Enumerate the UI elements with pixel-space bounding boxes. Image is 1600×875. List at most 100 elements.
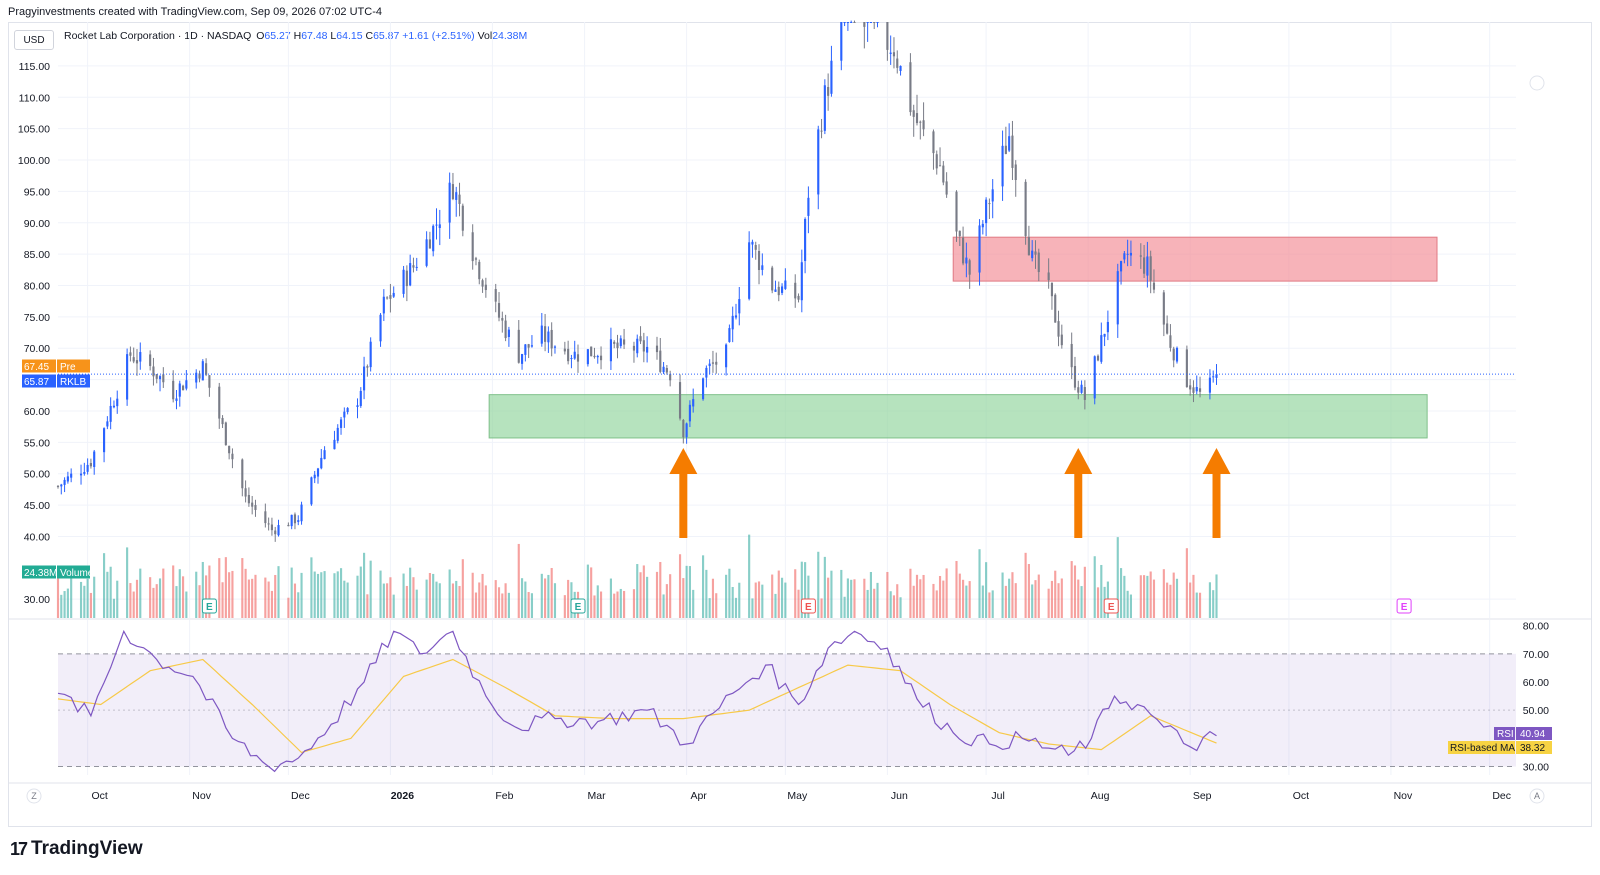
candle-body[interactable] (978, 225, 981, 273)
candle-body[interactable] (1175, 347, 1179, 362)
candle-body[interactable] (224, 422, 227, 446)
candle-body[interactable] (270, 524, 273, 531)
candle-body[interactable] (300, 504, 303, 522)
candle-body[interactable] (313, 474, 316, 479)
candle-body[interactable] (1083, 387, 1086, 400)
currency-button[interactable]: USD (14, 30, 54, 50)
candle-body[interactable] (221, 417, 224, 425)
candle-body[interactable] (455, 192, 458, 200)
candle-body[interactable] (938, 165, 942, 167)
candle-body[interactable] (293, 514, 297, 524)
candle-body[interactable] (149, 354, 152, 366)
candle-body[interactable] (106, 421, 109, 427)
candle-body[interactable] (1077, 387, 1080, 393)
candle-body[interactable] (507, 329, 510, 338)
candle-body[interactable] (320, 457, 323, 469)
candle-body[interactable] (1189, 385, 1192, 390)
candle-body[interactable] (478, 261, 481, 280)
candle-body[interactable] (1119, 261, 1123, 272)
candle-body[interactable] (481, 280, 484, 287)
candle-body[interactable] (632, 345, 636, 351)
candle-body[interactable] (827, 86, 830, 96)
candle-body[interactable] (771, 267, 774, 291)
candle-body[interactable] (613, 341, 616, 344)
candle-body[interactable] (932, 131, 935, 154)
candle-body[interactable] (458, 194, 461, 204)
candle-body[interactable] (1050, 282, 1054, 297)
candle-body[interactable] (738, 299, 741, 314)
candle-body[interactable] (70, 473, 73, 478)
candle-body[interactable] (1123, 253, 1126, 260)
candle-body[interactable] (103, 428, 106, 453)
candle-body[interactable] (379, 314, 382, 342)
candle-body[interactable] (139, 352, 142, 362)
candle-body[interactable] (550, 329, 553, 349)
candle-body[interactable] (665, 368, 668, 373)
candle-body[interactable] (60, 484, 63, 487)
candle-body[interactable] (1004, 145, 1007, 154)
candle-body[interactable] (356, 405, 359, 408)
candle-body[interactable] (567, 348, 570, 362)
candle-body[interactable] (619, 338, 622, 347)
candle-body[interactable] (432, 225, 435, 252)
candle-body[interactable] (409, 263, 412, 286)
candle-body[interactable] (254, 505, 257, 510)
candle-body[interactable] (573, 351, 576, 359)
candle-body[interactable] (889, 52, 892, 54)
axis-auto-button[interactable]: A (1529, 788, 1545, 804)
candle-body[interactable] (343, 411, 346, 418)
earnings-marker-icon[interactable]: E (1103, 598, 1119, 614)
candle-body[interactable] (389, 295, 392, 299)
candle-body[interactable] (494, 289, 497, 302)
candle-body[interactable] (1034, 251, 1037, 255)
candle-body[interactable] (642, 340, 645, 352)
candle-body[interactable] (985, 199, 988, 224)
candle-body[interactable] (451, 184, 455, 200)
candle-body[interactable] (586, 349, 589, 365)
candle-body[interactable] (158, 376, 162, 380)
candle-body[interactable] (93, 451, 96, 468)
candle-body[interactable] (734, 315, 738, 318)
candle-body[interactable] (981, 223, 984, 228)
candle-body[interactable] (965, 257, 968, 264)
candle-body[interactable] (287, 524, 290, 527)
candle-body[interactable] (1054, 294, 1057, 323)
candle-body[interactable] (339, 419, 343, 428)
candle-body[interactable] (251, 502, 254, 507)
earnings-marker-icon[interactable]: E (201, 598, 217, 614)
candle-body[interactable] (784, 280, 787, 289)
candle-body[interactable] (915, 113, 919, 124)
candle-body[interactable] (636, 338, 639, 354)
candle-body[interactable] (590, 346, 593, 357)
candle-body[interactable] (1116, 271, 1119, 325)
candle-body[interactable] (369, 341, 372, 368)
candle-body[interactable] (1146, 256, 1149, 276)
candle-body[interactable] (757, 250, 761, 271)
candle-body[interactable] (132, 357, 135, 362)
candle-body[interactable] (1008, 136, 1011, 151)
candle-body[interactable] (1011, 135, 1014, 168)
candle-body[interactable] (1106, 321, 1109, 333)
candle-body[interactable] (544, 326, 547, 342)
candle-body[interactable] (1103, 333, 1106, 337)
candle-body[interactable] (438, 224, 441, 229)
candle-body[interactable] (688, 404, 691, 422)
candle-body[interactable] (678, 382, 682, 419)
candle-body[interactable] (185, 380, 188, 389)
candle-body[interactable] (129, 352, 132, 356)
candle-body[interactable] (866, 22, 869, 23)
candle-body[interactable] (774, 289, 777, 292)
candle-body[interactable] (484, 284, 487, 291)
candle-body[interactable] (126, 354, 129, 400)
candle-body[interactable] (1024, 181, 1027, 237)
candle-body[interactable] (616, 342, 619, 349)
candle-body[interactable] (807, 197, 810, 216)
candle-body[interactable] (527, 344, 530, 348)
candle-body[interactable] (231, 453, 234, 460)
candle-body[interactable] (1152, 282, 1156, 290)
candle-body[interactable] (623, 339, 626, 345)
candle-body[interactable] (794, 282, 797, 299)
candle-body[interactable] (1195, 386, 1198, 392)
candle-body[interactable] (1060, 334, 1063, 346)
candle-body[interactable] (89, 463, 92, 467)
